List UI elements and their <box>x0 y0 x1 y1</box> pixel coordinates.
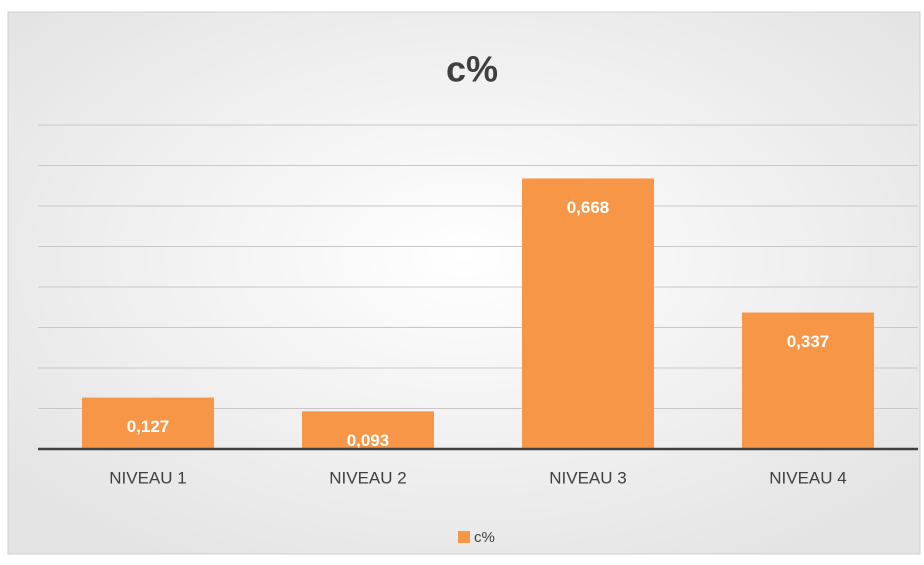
data-label: 0,337 <box>787 332 830 351</box>
bar <box>522 178 654 449</box>
x-tick-label: NIVEAU 3 <box>549 468 626 487</box>
bar <box>302 411 434 449</box>
chart-background <box>7 11 921 555</box>
data-label: 0,093 <box>347 431 390 450</box>
x-tick-label: NIVEAU 1 <box>109 468 186 487</box>
data-label: 0,668 <box>567 198 610 217</box>
chart-title: c% <box>446 49 498 90</box>
x-tick-label: NIVEAU 4 <box>769 468 846 487</box>
legend-label: c% <box>474 529 495 546</box>
x-tick-label: NIVEAU 2 <box>329 468 406 487</box>
data-label: 0,127 <box>127 417 170 436</box>
bar <box>82 397 214 449</box>
bar <box>742 312 874 449</box>
legend-swatch <box>458 531 470 543</box>
